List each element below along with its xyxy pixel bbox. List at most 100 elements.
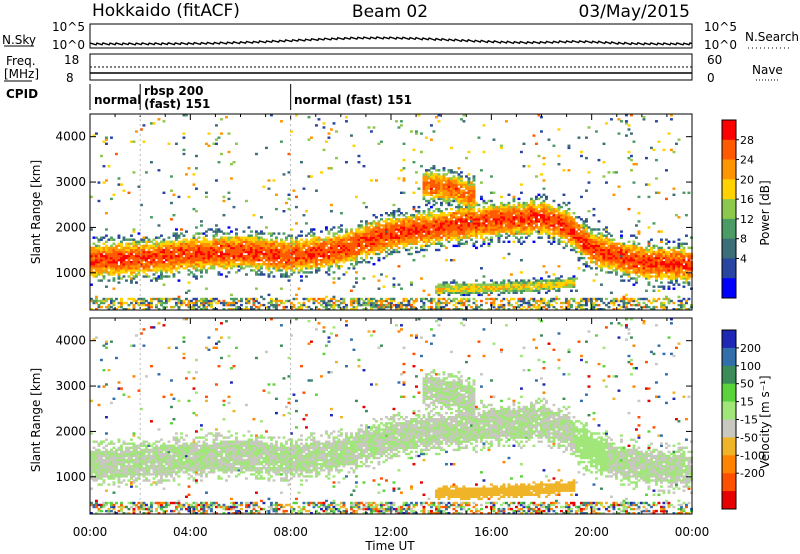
power-cell [220, 240, 223, 243]
power-cell [552, 273, 556, 276]
power-cell [447, 308, 451, 311]
power-cell [492, 232, 496, 235]
power-cell [342, 246, 346, 250]
power-cell [435, 201, 438, 205]
power-cell [410, 303, 413, 307]
power-cell [350, 256, 353, 260]
power-cell [530, 201, 533, 205]
power-cell [522, 299, 526, 303]
power-cell [272, 261, 276, 264]
power-cell [507, 301, 511, 305]
power-cell [590, 228, 593, 231]
power-cell [125, 271, 128, 274]
power-cell [385, 244, 388, 248]
power-cell [422, 305, 426, 309]
power-cell [357, 232, 361, 235]
power-cell [105, 244, 108, 248]
power-cell [475, 212, 478, 215]
power-cell [450, 216, 453, 219]
power-cell [332, 301, 336, 305]
power-cell [200, 303, 203, 307]
power-cell [525, 289, 528, 292]
power-cell [220, 236, 223, 239]
power-cell [435, 303, 438, 307]
power-cell [495, 218, 498, 221]
power-cell [462, 120, 466, 123]
power-cell [557, 218, 561, 221]
power-cell [280, 242, 283, 245]
power-cell [375, 246, 378, 250]
power-cell [287, 244, 291, 248]
power-cell [227, 250, 231, 254]
power-cell [172, 242, 176, 245]
power-cell [177, 301, 181, 305]
power-cell [415, 216, 418, 219]
power-cell [580, 154, 583, 158]
power-cell [342, 240, 346, 243]
power-cell [457, 228, 461, 231]
power-cell [417, 222, 421, 225]
power-cell [385, 275, 388, 278]
power-cell [192, 261, 196, 264]
power-cell [132, 269, 136, 272]
power-cell [532, 216, 536, 219]
power-cell [160, 277, 163, 280]
power-cell [465, 212, 468, 215]
power-cell [147, 301, 151, 305]
power-cell [447, 234, 451, 237]
power-cell [560, 232, 563, 235]
power-cell [145, 267, 148, 270]
power-cell [400, 242, 403, 245]
power-cell [382, 220, 386, 223]
power-cell [520, 220, 523, 223]
power-cell [572, 238, 576, 241]
power-cell [387, 234, 391, 237]
power-cell [510, 230, 513, 233]
power-cell [470, 212, 473, 215]
power-cell [520, 212, 523, 215]
power-cell [167, 254, 171, 258]
power-cell [297, 271, 301, 274]
power-cell [455, 199, 458, 203]
power-cell [582, 246, 586, 250]
power-cell [307, 248, 311, 252]
power-cell [432, 234, 436, 237]
power-cell [557, 238, 561, 241]
power-cell [267, 254, 271, 258]
power-cell [600, 242, 603, 245]
power-cell [160, 303, 163, 307]
power-cell [290, 301, 293, 305]
power-cell [537, 236, 541, 239]
power-cell [412, 161, 416, 164]
power-cell [325, 236, 328, 239]
power-cell [527, 224, 531, 227]
power-cell [180, 303, 183, 307]
power-cell [570, 242, 573, 245]
power-cell [135, 267, 138, 270]
power-cell [580, 250, 583, 254]
power-cell [402, 220, 406, 223]
power-cell [200, 232, 203, 235]
power-cell [435, 236, 438, 239]
power-cell [275, 244, 278, 248]
power-cell [332, 250, 336, 254]
power-cell [445, 224, 448, 227]
power-cell [282, 263, 286, 266]
power-cell [152, 246, 156, 250]
power-cell [572, 220, 576, 223]
power-cell [497, 293, 501, 297]
power-cell [295, 246, 298, 250]
power-cell [287, 152, 291, 156]
power-cell [307, 240, 311, 243]
power-cell [352, 256, 356, 260]
power-cell [132, 244, 136, 248]
power-cell [115, 248, 118, 252]
power-cell [587, 265, 591, 268]
power-cell [460, 205, 463, 209]
power-cell [97, 252, 101, 256]
power-cell [467, 197, 471, 201]
power-cell [507, 291, 511, 294]
power-cell [562, 222, 566, 225]
power-cell [440, 197, 443, 201]
power-cell [552, 220, 556, 223]
